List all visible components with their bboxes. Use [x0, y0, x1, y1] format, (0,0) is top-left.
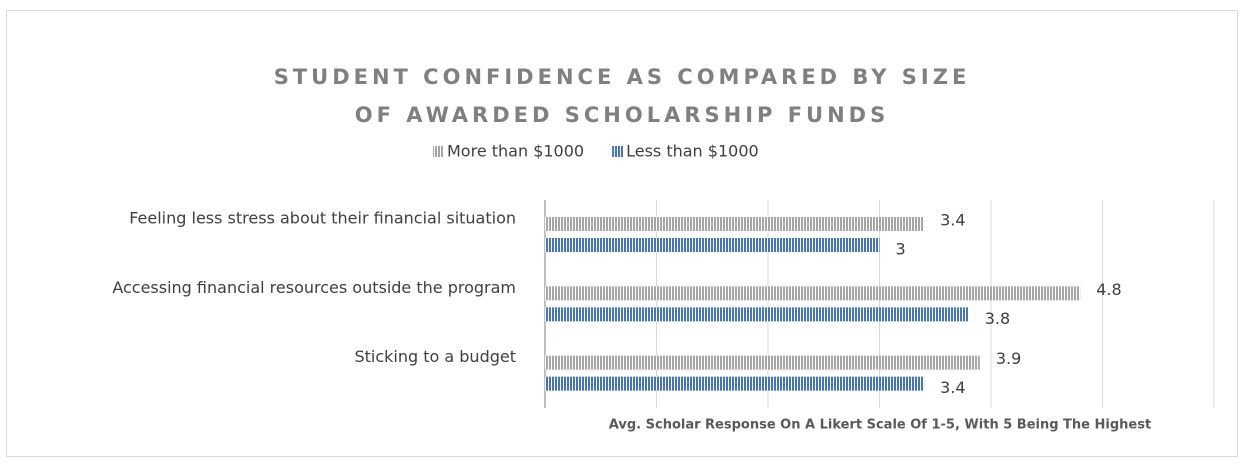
bar [545, 355, 980, 370]
y-tick-label: Sticking to a budget [354, 347, 516, 366]
legend-swatch [433, 146, 444, 157]
data-label: 4.8 [1096, 280, 1121, 299]
bar [545, 307, 969, 322]
bar [545, 286, 1081, 301]
data-label: 3.8 [985, 309, 1010, 328]
y-tick-label: Accessing financial resources outside th… [112, 278, 516, 297]
legend-label: Less than $1000 [626, 142, 759, 161]
data-label: 3 [896, 240, 906, 259]
legend-label: More than $1000 [447, 142, 584, 161]
data-label: 3.9 [996, 349, 1021, 368]
data-label: 3.4 [940, 378, 965, 397]
chart-border [6, 10, 1238, 457]
bar [545, 217, 925, 231]
y-tick-label: Feeling less stress about their financia… [129, 209, 516, 228]
x-axis-title: Avg. Scholar Response On A Likert Scale … [609, 418, 1151, 433]
legend-swatch [612, 146, 624, 157]
bar [545, 376, 925, 391]
bar [545, 238, 880, 252]
chart-title: STUDENT CONFIDENCE AS COMPARED BY SIZE O… [273, 65, 971, 127]
data-label: 3.4 [940, 211, 965, 230]
